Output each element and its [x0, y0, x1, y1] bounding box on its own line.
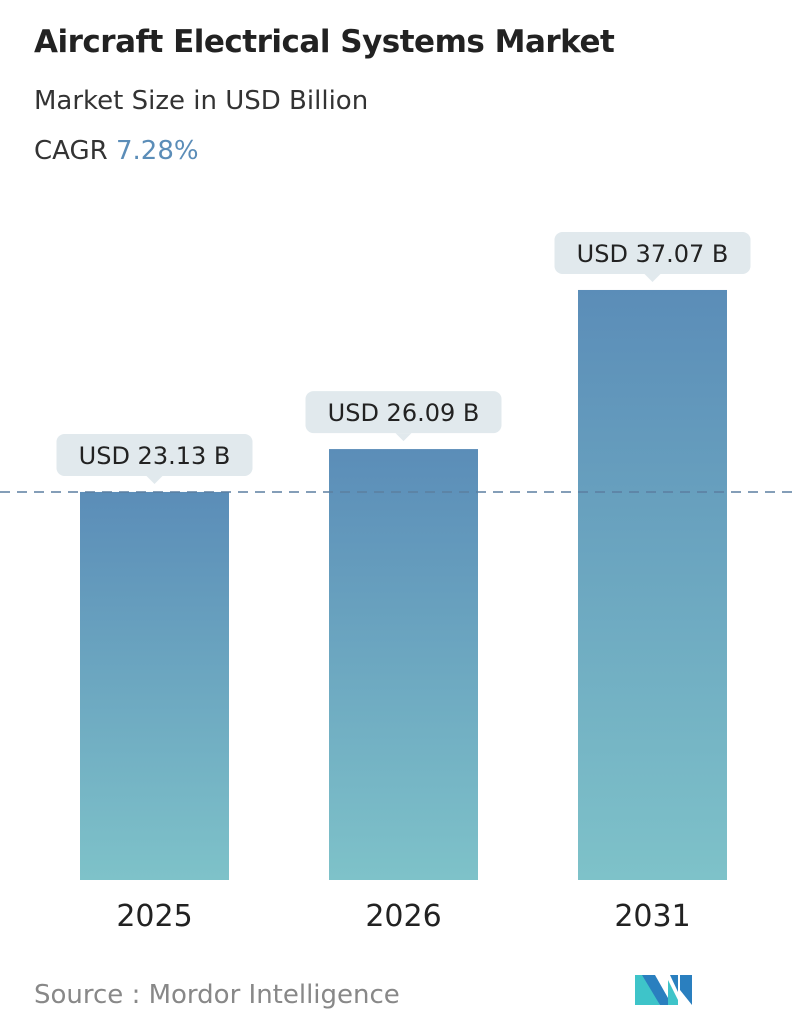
data-label-pointer: [395, 433, 412, 442]
data-label-pointer: [644, 273, 661, 282]
bar-2026: [329, 449, 478, 880]
x-tick-label: 2031: [614, 899, 690, 934]
data-label-pointer: [146, 475, 163, 484]
data-label: USD 26.09 B: [328, 399, 480, 427]
data-label-bg: [305, 391, 502, 434]
bar-2025: [80, 491, 229, 880]
cagr: CAGR 7.28%: [34, 136, 199, 166]
bar-chart: USD 23.13 B 2025 USD 26.09 B 2026 USD 37.07 …: [0, 231, 796, 934]
data-label: USD 37.07 B: [577, 240, 729, 268]
mordor-logo: [635, 975, 692, 1005]
bar-2031: [578, 289, 727, 881]
source-text: Source : Mordor Intelligence: [34, 980, 400, 1010]
chart-subtitle: Market Size in USD Billion: [34, 86, 369, 116]
x-tick-label: 2025: [116, 899, 192, 934]
data-label-bg: [554, 231, 751, 274]
data-label: USD 23.13 B: [79, 442, 231, 470]
cagr-value: 7.28%: [115, 136, 199, 166]
x-tick-label: 2026: [365, 899, 441, 934]
chart-title: Aircraft Electrical Systems Market: [34, 24, 615, 60]
cagr-label: CAGR: [34, 136, 108, 166]
data-label-bg: [56, 433, 253, 476]
